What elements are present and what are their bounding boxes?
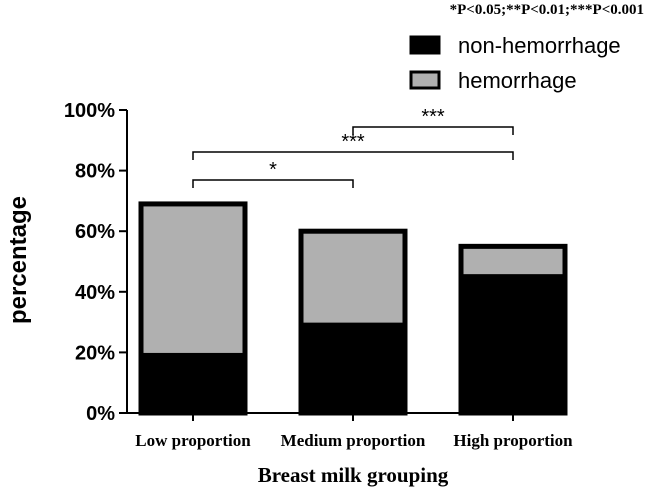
y-tick-label: 80%	[75, 161, 115, 183]
bar-high-proportion-non-hemorrhage	[458, 274, 568, 416]
bar-low-proportion-hemorrhage	[138, 201, 248, 358]
y-tick-label: 40%	[75, 282, 115, 304]
significance-marker-2: ***	[341, 131, 365, 153]
x-tick-label-medium-proportion: Medium proportion	[281, 431, 426, 450]
bar-high-proportion-hemorrhage	[458, 243, 568, 280]
legend-label-non-hemorrhage: non-hemorrhage	[458, 33, 621, 58]
x-tick-label-high-proportion: High proportion	[453, 431, 573, 450]
y-tick-label: 20%	[75, 342, 115, 364]
y-axis-label: percentage	[5, 196, 32, 324]
legend-swatch-hemorrhage	[409, 70, 441, 90]
x-axis: Low proportion Medium proportion High prop…	[127, 412, 573, 450]
y-axis: 0% 20% 40% 60% 80% 100%	[64, 100, 128, 425]
legend-label-hemorrhage: hemorrhage	[458, 68, 577, 93]
y-tick-label: 100%	[64, 100, 115, 122]
y-tick-label: 0%	[86, 403, 115, 425]
x-axis-label: Breast milk grouping	[258, 463, 449, 487]
significance-bracket-1	[192, 179, 354, 188]
significance-marker-1: *	[269, 159, 277, 181]
bar-low-proportion-non-hemorrhage	[138, 352, 248, 416]
bar-medium-proportion-non-hemorrhage	[298, 322, 408, 416]
significance-bracket-2	[192, 151, 514, 160]
legend-swatch-non-hemorrhage	[409, 35, 441, 55]
significance-bracket-3	[352, 126, 514, 135]
x-tick-label-low-proportion: Low proportion	[135, 431, 251, 450]
legend: non-hemorrhage hemorrhage	[409, 33, 621, 93]
significance-note: *P<0.05;**P<0.01;***P<0.001	[450, 2, 644, 18]
y-tick-label: 60%	[75, 221, 115, 243]
bar-medium-proportion-hemorrhage	[298, 228, 408, 328]
significance-marker-3: ***	[421, 106, 445, 128]
bars	[138, 201, 568, 416]
significance-brackets: *******	[192, 106, 514, 188]
